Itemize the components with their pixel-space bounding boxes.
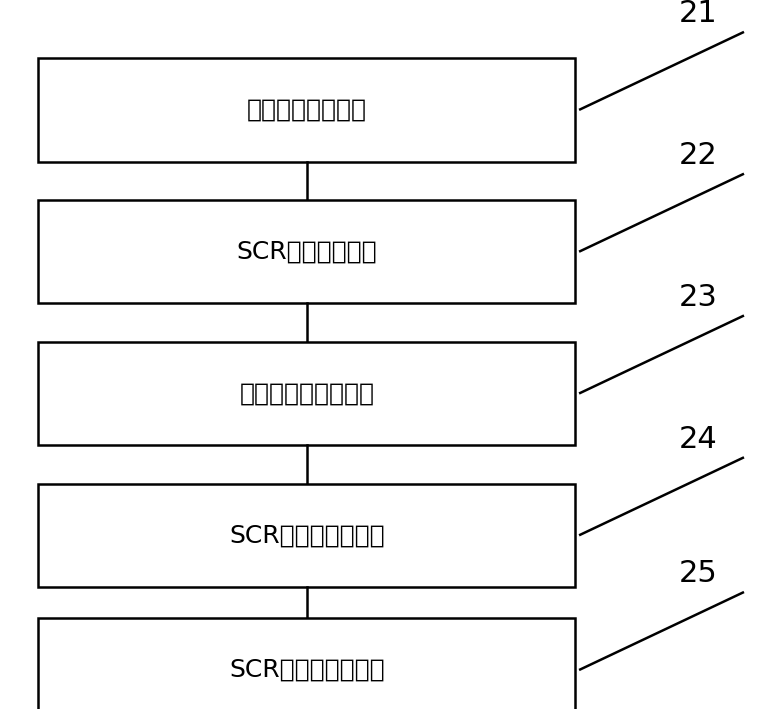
Text: SCR失效判断单元: SCR失效判断单元 bbox=[236, 240, 377, 264]
Bar bbox=[38, 484, 575, 587]
Bar bbox=[38, 618, 575, 709]
Bar bbox=[38, 200, 575, 303]
Text: 25: 25 bbox=[679, 559, 717, 588]
Text: 21: 21 bbox=[679, 0, 717, 28]
Bar bbox=[38, 58, 575, 162]
Bar bbox=[38, 342, 575, 445]
Text: 22: 22 bbox=[679, 141, 717, 170]
Text: SCR热老化判断单元: SCR热老化判断单元 bbox=[229, 523, 384, 547]
Text: 热老化能量计算单元: 热老化能量计算单元 bbox=[239, 381, 374, 406]
Text: 24: 24 bbox=[679, 425, 717, 454]
Text: SCR热老化提示单元: SCR热老化提示单元 bbox=[229, 658, 384, 682]
Text: 23: 23 bbox=[679, 283, 717, 312]
Text: 累积时长记录单元: 累积时长记录单元 bbox=[247, 98, 367, 122]
